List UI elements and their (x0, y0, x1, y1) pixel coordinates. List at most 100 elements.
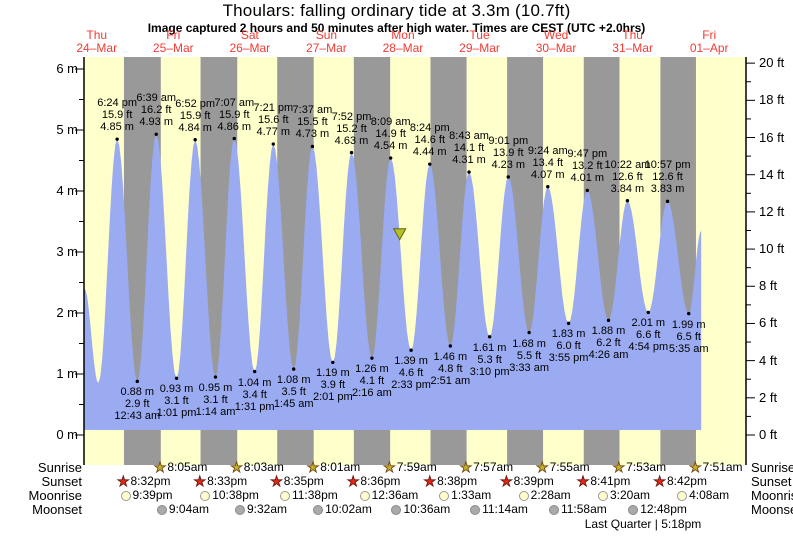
tide-extreme-dot (310, 144, 315, 149)
day-label: Thu 24–Mar (76, 28, 118, 55)
day-label: Sat 26–Mar (229, 28, 271, 55)
moonset-time: 9:32am (246, 502, 287, 516)
moonrise-circle-icon (359, 490, 370, 501)
sunset-time: 8:39pm (513, 474, 554, 488)
moonset-event: 11:58am (548, 503, 607, 516)
sunset-row-label-left: Sunset (41, 474, 82, 489)
low-tide-label: 1.04 m 3.4 ft 1:31 pm (234, 376, 275, 413)
moonrise-time: 2:28am (530, 488, 571, 502)
tide-extreme-dot (625, 199, 630, 203)
sunset-event: ★ 8:32pm (117, 474, 171, 489)
tide-extreme-dot (566, 321, 571, 326)
tide-extreme-dot (546, 185, 550, 189)
tide-extreme-dot (232, 136, 236, 141)
page-subtitle: Image captured 2 hours and 50 minutes af… (147, 21, 646, 35)
right-axis-tick-label: 2 ft (759, 389, 778, 405)
moonset-time: 12:48pm (640, 502, 687, 516)
high-tide-label: 10:57 pm 12.6 ft 3.83 m (644, 159, 691, 196)
moonrise-circle-icon (597, 490, 608, 501)
tide-extreme-dot (135, 379, 139, 384)
high-tide-label: 8:24 pm 14.6 ft 4.44 m (409, 122, 450, 159)
tide-area (84, 134, 702, 431)
tide-extreme-dot (606, 318, 611, 323)
sunset-star-icon: ★ (270, 473, 283, 489)
moonrise-row-label-left: Moonrise (28, 488, 82, 503)
sunrise-time: 8:01am (320, 460, 361, 474)
moonset-event: 9:32am (234, 502, 287, 516)
low-tide-label: 1.88 m 6.2 ft 4:26 am (588, 325, 629, 362)
high-tide-label: 6:24 pm 15.9 ft 4.85 m (97, 97, 137, 134)
day-label: Wed 30–Mar (535, 28, 577, 55)
moonrise-time: 9:39pm (132, 488, 173, 502)
sunrise-star-icon: ★ (306, 459, 320, 475)
moonset-event: 12:48pm (628, 503, 687, 516)
moonrise-time: 1:33am (451, 488, 492, 502)
sunrise-event: ★ 7:57am (459, 459, 513, 475)
moonset-event: 9:04am (156, 502, 209, 516)
moonrise-circle-icon (279, 490, 290, 501)
moonrise-event: 3:20am (597, 489, 650, 502)
tide-extreme-dot (292, 367, 296, 371)
moonrise-time: 4:08am (689, 488, 730, 502)
tide-extreme-dot (193, 138, 197, 142)
sunset-star-icon: ★ (346, 473, 360, 489)
sunset-star-icon: ★ (576, 473, 590, 489)
low-tide-label: 1.08 m 3.5 ft 1:45 am (273, 374, 314, 411)
right-axis-tick-label: 18 ft (759, 92, 785, 108)
right-axis-tick-label: 10 ft (759, 241, 785, 257)
right-axis-tick-label: 6 ft (759, 315, 778, 331)
sunrise-time: 8:05am (167, 460, 208, 474)
tide-extreme-dot (271, 142, 275, 146)
high-tide-label: 7:52 pm 15.2 ft 4.63 m (331, 110, 372, 147)
low-tide-label: 1.39 m 4.6 ft 2:33 pm (391, 355, 431, 392)
tide-extreme-dot (527, 330, 531, 335)
sunset-event: ★ 8:42pm (653, 473, 707, 489)
moonrise-time: 11:38pm (291, 488, 338, 502)
moonrise-circle-icon (200, 490, 211, 501)
high-tide-label: 10:22 am 12.6 ft 3.84 m (604, 158, 651, 195)
sunrise-star-icon: ★ (459, 459, 473, 475)
sunrise-time: 7:55am (549, 460, 590, 474)
low-tide-label: 1.19 m 3.9 ft 2:01 pm (312, 367, 353, 404)
low-tide-label: 0.88 m 2.9 ft 12:43 am (114, 386, 161, 423)
sunset-row-label-right: Sunset (751, 474, 792, 489)
low-tide-label: 1.26 m 4.1 ft 2:16 am (352, 363, 392, 400)
high-tide-label: 8:09 am 14.9 ft 4.54 m (370, 116, 411, 153)
moonset-time: 9:04am (168, 502, 209, 516)
sunrise-time: 7:51am (702, 460, 743, 474)
moonset-event: 10:36am (391, 503, 450, 516)
high-tide-label: 7:37 am 15.5 ft 4.73 m (292, 104, 333, 141)
tide-extreme-dot (448, 344, 453, 348)
right-axis-tick-label: 16 ft (759, 129, 785, 145)
moonset-circle-icon (391, 504, 402, 515)
sunrise-event: ★ 7:51am (689, 460, 743, 475)
sunrise-time: 8:03am (243, 460, 284, 474)
left-axis-tick-label: 0 m (56, 427, 78, 442)
tide-extreme-dot (388, 156, 393, 160)
moonrise-circle-icon (677, 490, 688, 501)
moonset-circle-icon (313, 504, 324, 515)
capture-time-marker-icon (392, 228, 407, 241)
sunset-event: ★ 8:39pm (500, 473, 554, 489)
moonrise-circle-icon (518, 490, 529, 501)
sunrise-row-label-right: Sunrise (751, 460, 793, 475)
right-axis-tick-label: 20 ft (759, 55, 785, 71)
high-tide-label: 6:52 pm 15.9 ft 4.84 m (175, 97, 216, 134)
sunrise-star-icon: ★ (153, 459, 167, 475)
sunrise-star-icon: ★ (612, 459, 626, 475)
sunrise-event: ★ 7:53am (612, 459, 666, 475)
sunset-time: 8:36pm (360, 474, 401, 488)
right-axis-tick-label: 12 ft (759, 203, 785, 219)
high-tide-label: 9:01 pm 13.9 ft 4.23 m (488, 134, 529, 171)
sunset-star-icon: ★ (500, 473, 513, 489)
moonset-time: 10:36am (403, 502, 451, 516)
sunset-time: 8:33pm (207, 474, 248, 488)
moonset-circle-icon (470, 504, 481, 515)
day-label: Tue 29–Mar (459, 28, 500, 55)
moonrise-event: 9:39pm (120, 488, 173, 502)
sunset-star-icon: ★ (653, 473, 666, 489)
sunrise-star-icon: ★ (230, 459, 243, 475)
tide-extreme-dot (349, 150, 354, 155)
sunrise-event: ★ 8:03am (230, 459, 284, 475)
moonset-event: 11:14am (470, 503, 528, 516)
